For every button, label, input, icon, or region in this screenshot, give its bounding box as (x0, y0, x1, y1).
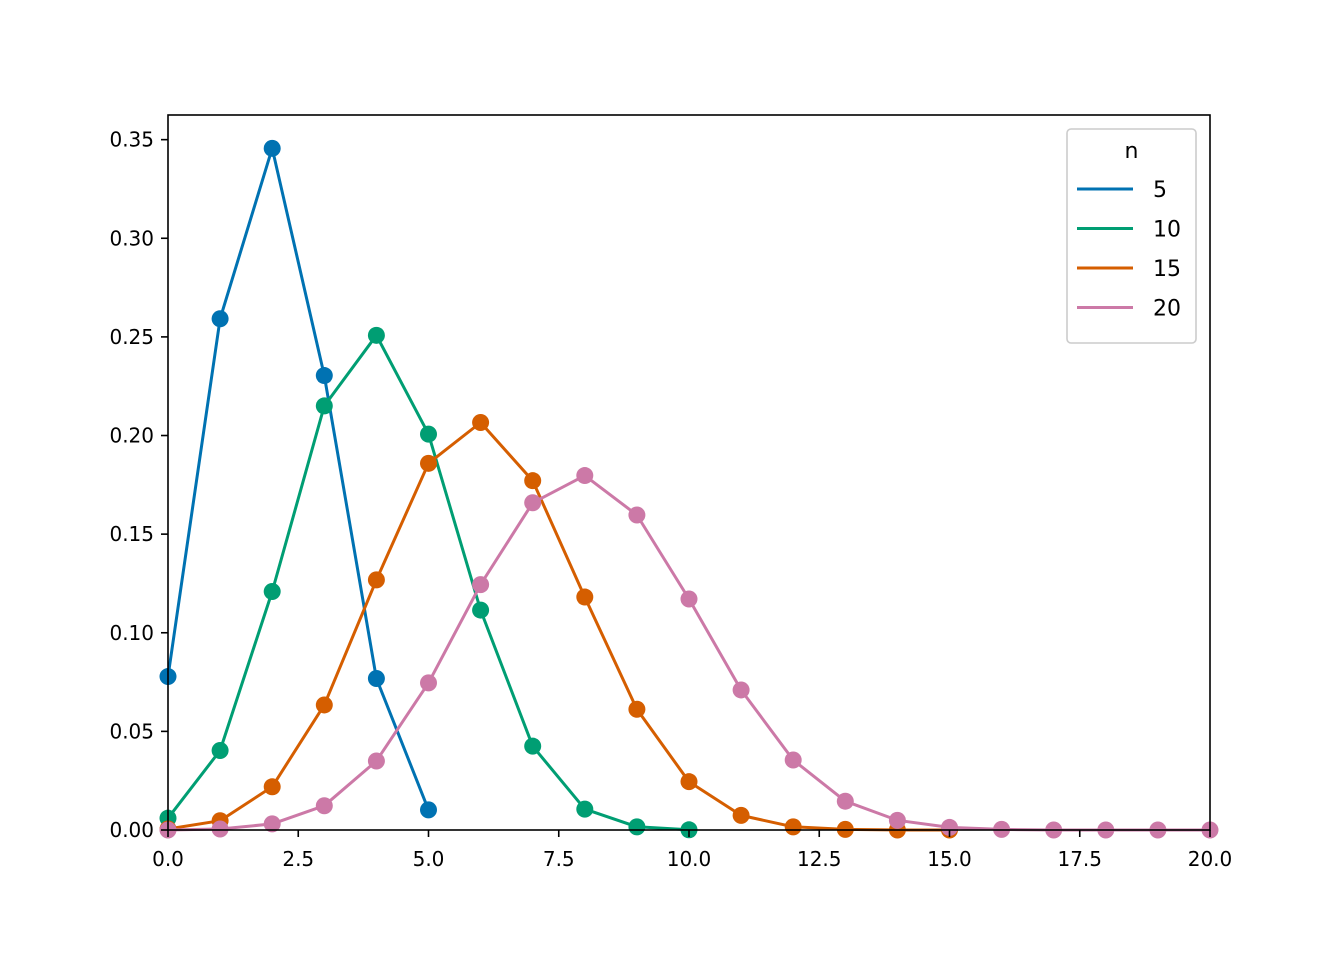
data-point (367, 752, 385, 770)
data-point (315, 696, 333, 714)
y-tick-label: 0.30 (109, 226, 154, 250)
data-point (263, 583, 281, 601)
data-point (420, 801, 437, 819)
data-point (836, 792, 854, 810)
series-line (166, 333, 690, 832)
series-20 (159, 467, 1219, 839)
y-tick-label: 0.05 (109, 719, 154, 743)
data-point (628, 700, 646, 718)
data-point (472, 601, 490, 619)
data-point (367, 670, 385, 688)
legend-label: 15 (1153, 257, 1181, 282)
axis-layer: 0.0 2.5 5.0 7.5 10.0 12.5 15.0 17.5 20.0 0.00 0.05… (109, 128, 1232, 871)
x-tick-label: 5.0 (413, 847, 445, 871)
data-point (315, 367, 333, 385)
legend-label: 5 (1153, 178, 1167, 203)
y-tick-label: 0.25 (109, 325, 154, 349)
data-point (211, 310, 229, 328)
data-point (420, 454, 437, 472)
data-point (315, 797, 333, 815)
data-point (263, 815, 281, 833)
data-point (367, 571, 385, 589)
data-point (524, 494, 542, 512)
y-tick-label: 0.00 (109, 818, 154, 842)
data-point (680, 773, 698, 791)
data-point (315, 397, 333, 415)
plot-frame (167, 114, 1211, 831)
data-point (472, 413, 490, 431)
x-tick-label: 0.0 (152, 847, 184, 871)
data-point (263, 139, 281, 157)
series-15 (159, 413, 958, 839)
x-tick-label: 12.5 (797, 847, 842, 871)
x-tick-label: 15.0 (927, 847, 972, 871)
data-point (211, 820, 229, 838)
y-tick-label: 0.10 (109, 621, 154, 645)
data-point (784, 818, 802, 836)
x-tick-label: 7.5 (543, 847, 575, 871)
x-tick-label: 17.5 (1057, 847, 1102, 871)
legend-label: 20 (1153, 297, 1181, 322)
y-tick-label: 0.20 (109, 424, 154, 448)
data-point (888, 811, 906, 829)
legend-title: n (1125, 139, 1139, 164)
series-layer (159, 139, 1219, 839)
data-point (524, 472, 542, 490)
data-point (420, 674, 437, 692)
legend-box (1066, 128, 1197, 344)
data-point (472, 576, 490, 594)
series-line (167, 421, 950, 832)
series-line (166, 146, 430, 811)
series-10 (159, 326, 698, 839)
data-point (524, 737, 542, 755)
data-point (367, 326, 385, 344)
data-point (732, 806, 750, 824)
x-tick-label: 10.0 (667, 847, 712, 871)
x-tick-label: 2.5 (282, 847, 314, 871)
y-tick-label: 0.15 (109, 522, 154, 546)
x-tick-label: 20.0 (1188, 847, 1233, 871)
data-point (784, 751, 802, 769)
data-point (732, 681, 750, 699)
data-point (628, 506, 646, 524)
series-5 (159, 139, 437, 819)
y-tick-label: 0.35 (109, 128, 154, 152)
data-point (941, 818, 958, 836)
data-point (576, 467, 594, 485)
legend: n5 10 15 20 (1066, 128, 1197, 344)
data-point (263, 778, 281, 796)
data-point (420, 425, 437, 443)
data-point (680, 590, 698, 608)
data-point (211, 742, 229, 760)
data-point (576, 588, 594, 606)
data-point (576, 800, 594, 818)
data-point (628, 818, 646, 836)
legend-label: 10 (1153, 218, 1181, 243)
